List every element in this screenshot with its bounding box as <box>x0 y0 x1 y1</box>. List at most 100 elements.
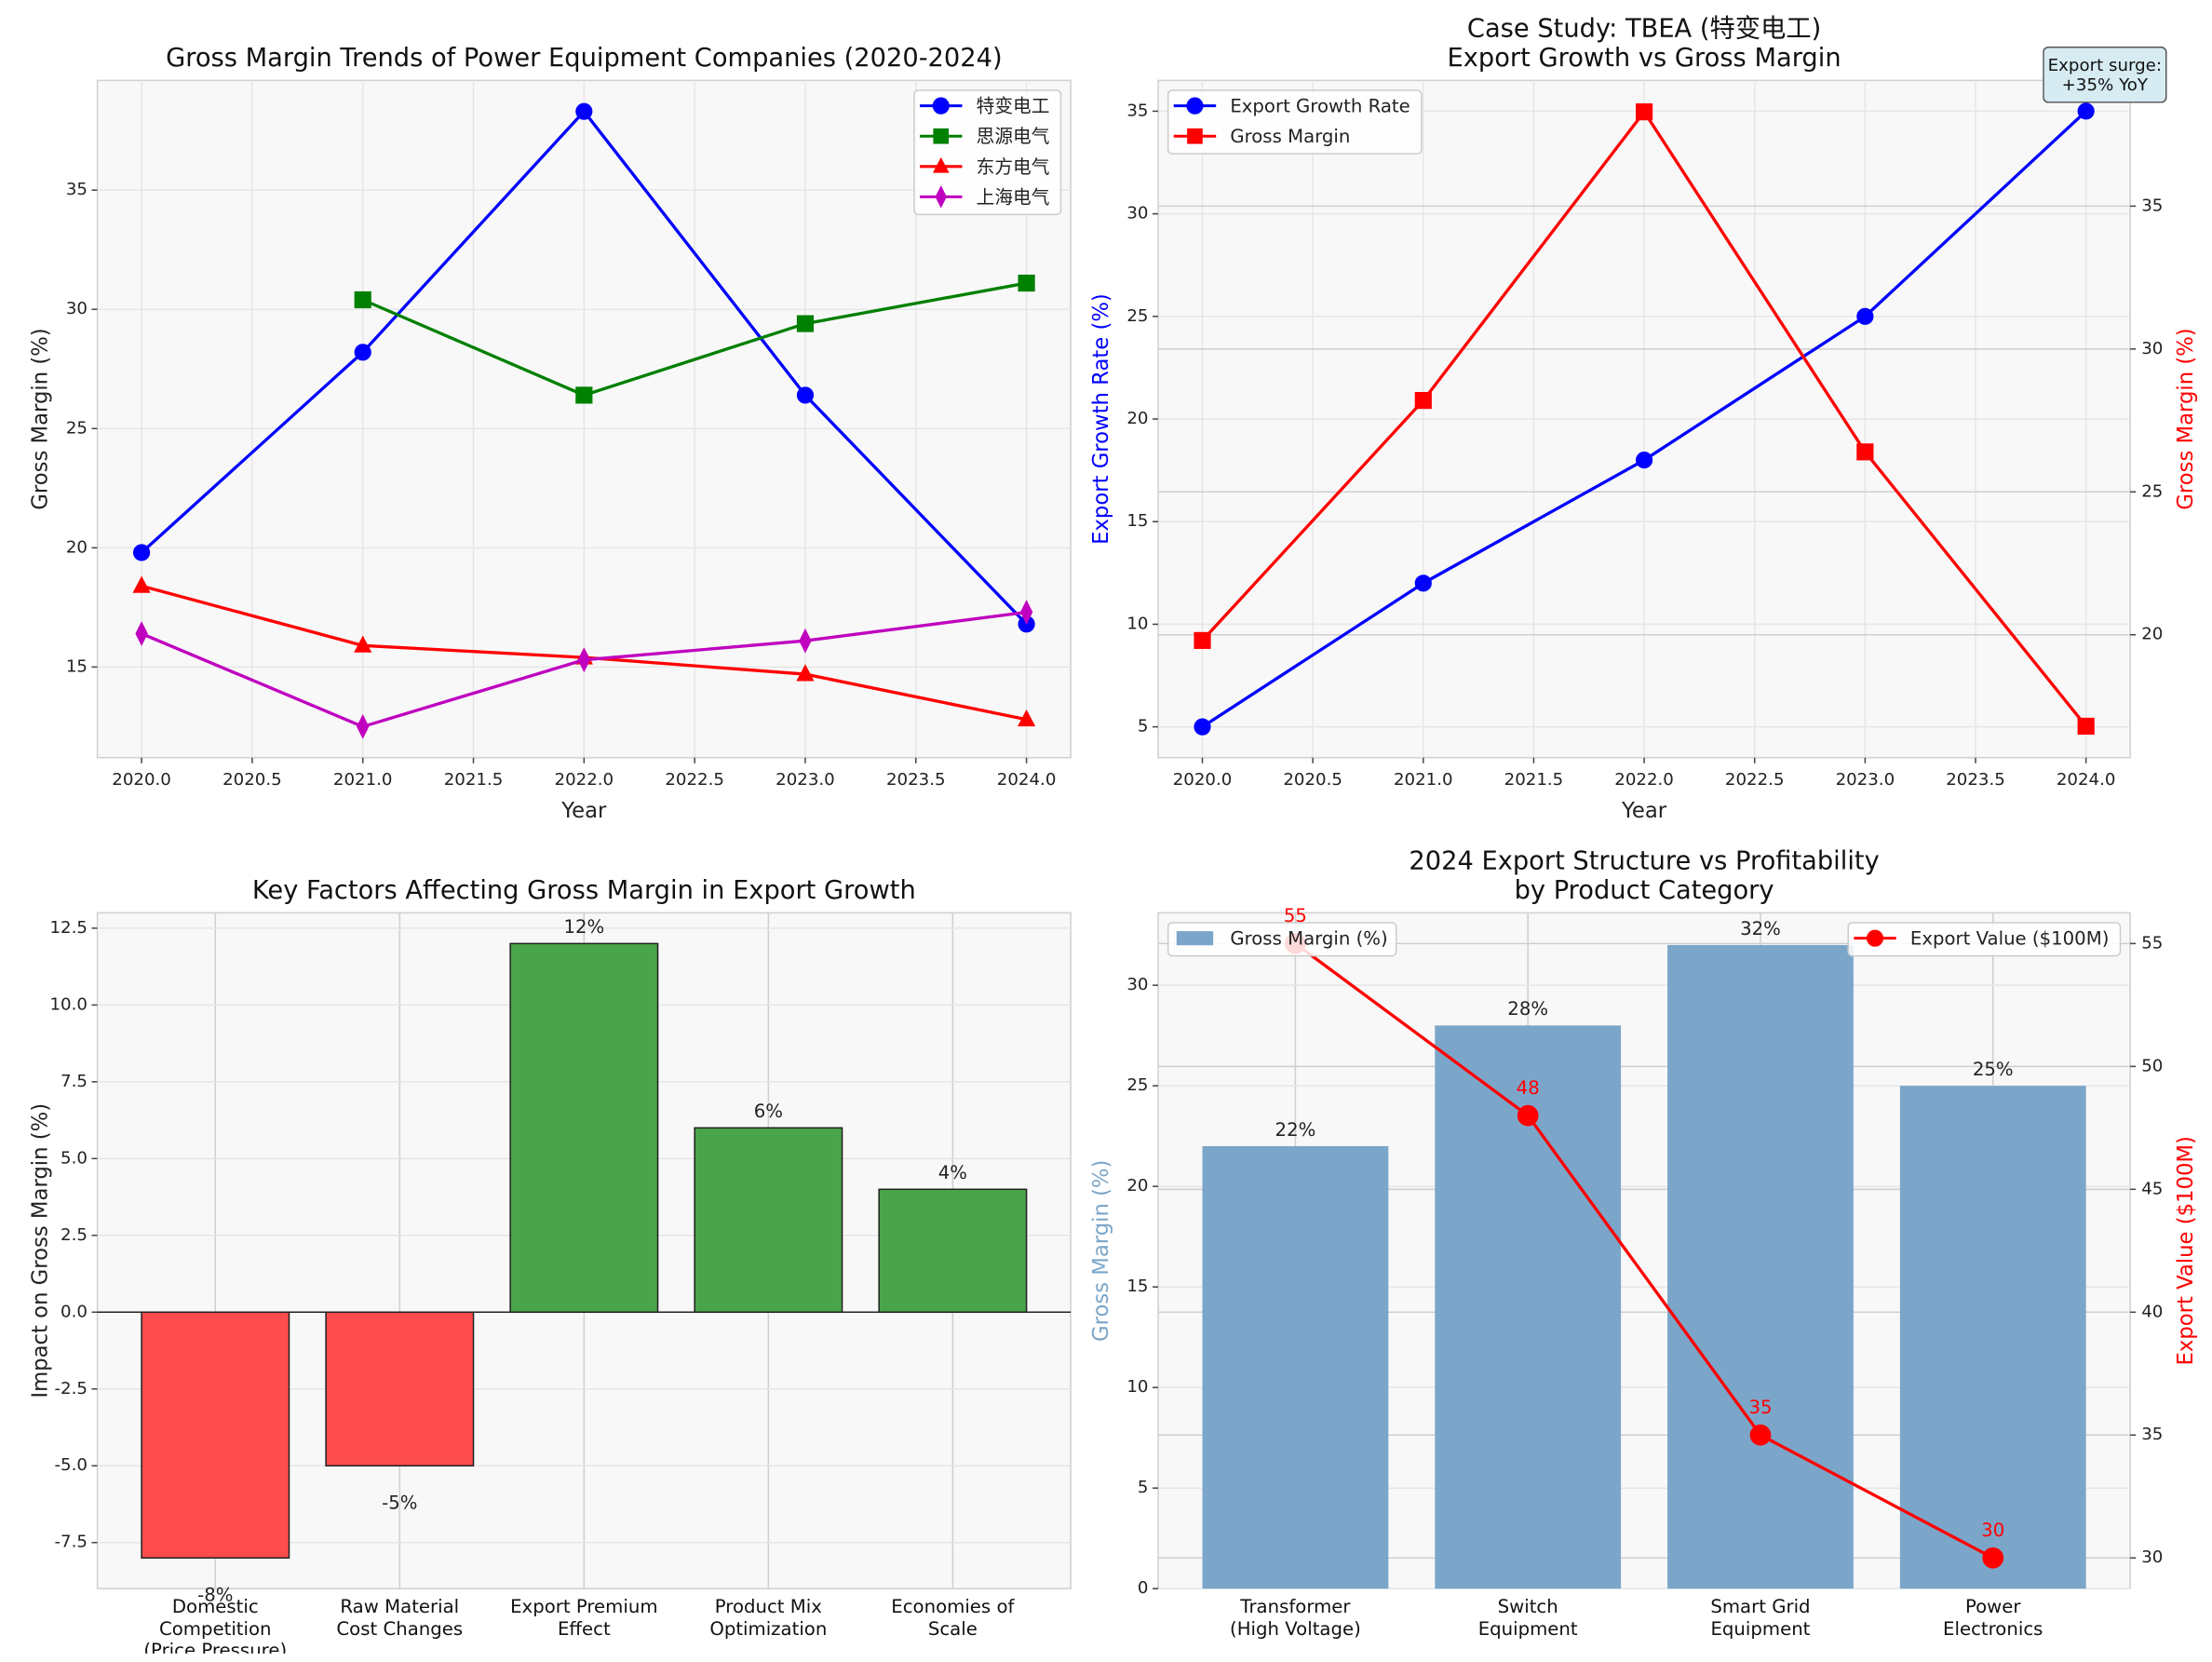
marker <box>1414 574 1432 592</box>
value-label: 4% <box>938 1162 967 1183</box>
legend-label: 东方电气 <box>977 156 1050 178</box>
x-tick-label: 2020.5 <box>223 770 282 790</box>
legend-label: Export Growth Rate <box>1230 96 1409 117</box>
bar <box>1899 1086 2086 1589</box>
y-tick-label: 15 <box>1126 511 1148 531</box>
marker <box>357 714 370 739</box>
value-label: 32% <box>1740 918 1781 939</box>
marker <box>575 386 593 404</box>
value-label: -5% <box>382 1493 417 1514</box>
marker <box>1018 709 1036 727</box>
x-tick-label: 2021.0 <box>1394 770 1453 790</box>
marker <box>1018 274 1035 292</box>
y-tick-label: 20 <box>66 537 88 557</box>
x-tick-label-box: Export Premium Effect <box>510 1597 657 1640</box>
y2-tick-label: 35 <box>2141 196 2163 215</box>
bar <box>694 1127 843 1314</box>
marker <box>135 621 148 646</box>
chart-title-box: 2024 Export Structure vs Profitability b… <box>1409 846 1879 907</box>
marker <box>796 315 815 332</box>
marker <box>935 185 947 209</box>
x-tick-label: Transformer (High Voltage) <box>1230 1597 1361 1641</box>
marker <box>1019 600 1033 625</box>
x-tick-label-box: Domestic Competition (Price Pressure) <box>143 1597 287 1654</box>
marker <box>1982 1547 2004 1569</box>
x-tick-label: 2021.5 <box>1504 770 1564 790</box>
x-axis-label: Year <box>1621 799 1667 823</box>
x-tick-label: 2021.0 <box>333 770 393 790</box>
marker <box>354 344 371 361</box>
y-axis-label: Export Growth Rate (%) <box>1089 293 1113 545</box>
y2-tick-label: 20 <box>2141 625 2163 644</box>
marker <box>1856 307 1874 325</box>
y-tick-label: 20 <box>1126 409 1148 428</box>
x-tick-label-box: Switch Equipment <box>1477 1597 1578 1641</box>
bar <box>509 942 659 1314</box>
y-tick-label: -5.0 <box>54 1455 87 1475</box>
y-tick-label: 5.0 <box>61 1148 88 1168</box>
x-tick-label: Switch Equipment <box>1477 1597 1578 1641</box>
x-tick-label: 2020.0 <box>112 770 171 790</box>
value-label: -8% <box>197 1585 233 1606</box>
marker <box>2077 717 2095 736</box>
marker <box>575 102 593 120</box>
y-tick-label: 30 <box>1126 975 1148 994</box>
x-tick-label-box: Product Mix Optimization <box>709 1597 828 1641</box>
annotation: Export surge: +35% YoY <box>2043 47 2167 103</box>
y-tick-label: -2.5 <box>54 1379 87 1399</box>
bar <box>1202 1145 1389 1589</box>
x-tick-label: 2023.0 <box>776 770 835 790</box>
x-tick-label: 2023.5 <box>1946 770 2005 790</box>
marker <box>932 97 950 115</box>
marker <box>1186 97 1204 115</box>
y2-tick-label: 25 <box>2141 481 2163 501</box>
legend-label: Gross Margin (%) <box>1230 928 1387 950</box>
y-tick-label: 15 <box>1126 1277 1148 1296</box>
marker <box>796 386 815 404</box>
y-tick-label: 7.5 <box>61 1072 88 1091</box>
bar <box>325 1311 475 1466</box>
value-label: 12% <box>563 916 604 938</box>
marker <box>1517 1104 1539 1127</box>
y2-tick-label: 45 <box>2141 1179 2163 1198</box>
x-tick-label: 2020.5 <box>1283 770 1342 790</box>
legend-box <box>1167 922 1397 957</box>
x-tick-label: Product Mix Optimization <box>709 1597 828 1641</box>
marker <box>1635 103 1653 121</box>
y-tick-label: -7.5 <box>54 1533 87 1552</box>
marker <box>796 664 815 682</box>
value-label: 28% <box>1507 998 1548 1020</box>
bar <box>1667 944 1854 1589</box>
y-tick-label: 35 <box>1126 101 1148 120</box>
x-tick-label: 2022.0 <box>555 770 614 790</box>
y-tick-label: 5 <box>1138 717 1149 736</box>
x-tick-label: 2023.5 <box>886 770 946 790</box>
chart-title-box: Case Study: TBEA (特变电工) Export Growth vs… <box>1448 14 1841 74</box>
marker <box>1749 1424 1772 1446</box>
y-tick-label: 10 <box>1126 1377 1148 1397</box>
chart-title: Gross Margin Trends of Power Equipment C… <box>166 44 1003 74</box>
chart-title-box: Gross Margin Trends of Power Equipment C… <box>166 44 1003 74</box>
marker <box>132 575 151 593</box>
x-tick-label: 2024.0 <box>997 770 1057 790</box>
x-tick-label-box: Economies of Scale <box>891 1597 1014 1640</box>
legend: Export Growth Rate Gross Margin <box>1167 89 1423 155</box>
marker <box>1187 128 1203 144</box>
marker <box>1414 391 1432 410</box>
y2-axis-label: Export Value ($100M) <box>2174 1136 2198 1365</box>
marker <box>577 647 591 673</box>
marker <box>2077 102 2095 120</box>
y-axis-label: Impact on Gross Margin (%) <box>28 1103 52 1399</box>
y-tick-label: 20 <box>1126 1176 1148 1196</box>
marker <box>354 635 372 653</box>
y-tick-label: 2.5 <box>61 1225 88 1245</box>
x-tick-label: 2020.0 <box>1173 770 1233 790</box>
marker <box>932 156 950 173</box>
bar <box>878 1188 1028 1314</box>
data-label: 35 <box>1748 1397 1772 1418</box>
y-tick-label: 10.0 <box>49 994 87 1014</box>
y2-tick-label: 50 <box>2141 1056 2163 1075</box>
y-tick-label: 15 <box>66 656 88 676</box>
legend-label: Export Value ($100M) <box>1910 928 2109 950</box>
